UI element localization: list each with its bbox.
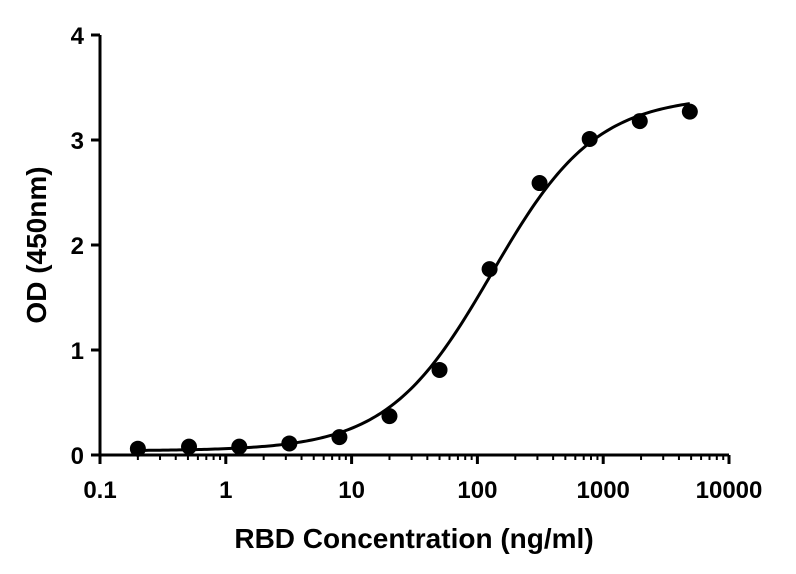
data-point <box>381 408 398 425</box>
x-tick-label: 1 <box>219 477 232 504</box>
x-tick-label: 100 <box>457 477 497 504</box>
y-tick-label: 2 <box>71 233 84 260</box>
y-tick-label: 4 <box>71 23 85 50</box>
axes: 0.1 1 10 100 1000 10000 0 1 2 3 4 <box>71 23 763 504</box>
y-axis-title: OD (450nm) <box>21 166 52 323</box>
x-tick-label: 0.1 <box>83 477 116 504</box>
x-tick-label: 1000 <box>577 477 630 504</box>
x-tick-label: 10 <box>338 477 365 504</box>
data-point <box>431 361 448 378</box>
data-points-layer <box>129 103 698 457</box>
x-axis-title: RBD Concentration (ng/ml) <box>234 523 593 554</box>
x-tick-label: 10000 <box>696 477 763 504</box>
fit-curve-layer <box>137 102 691 452</box>
data-point <box>129 440 146 457</box>
data-point <box>181 438 198 455</box>
fit-curve <box>137 102 691 452</box>
data-point <box>581 130 598 147</box>
y-tick-label: 0 <box>71 443 84 470</box>
y-tick-label: 3 <box>71 128 84 155</box>
data-point <box>631 113 648 130</box>
data-point <box>231 438 248 455</box>
data-point <box>531 175 548 192</box>
data-point <box>281 435 298 452</box>
data-point <box>681 103 698 120</box>
data-point <box>331 429 348 446</box>
y-tick-label: 1 <box>71 338 84 365</box>
data-point <box>481 261 498 278</box>
